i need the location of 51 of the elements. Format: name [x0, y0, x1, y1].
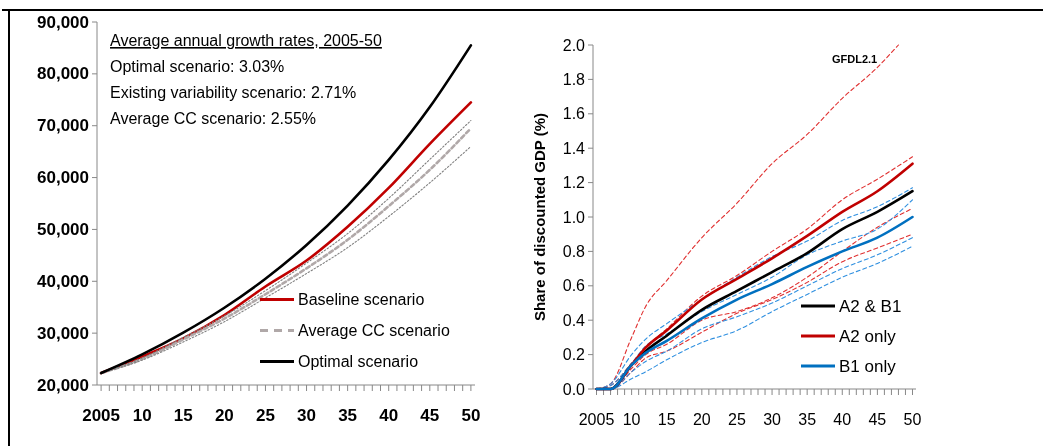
x-tick-label: 15 — [657, 411, 676, 428]
y-tick-label: 40,000 — [37, 271, 89, 291]
y-tick-label: 1.4 — [562, 139, 586, 157]
y-tick-label: 60,000 — [37, 168, 89, 188]
y-tick-label: 90,000 — [37, 12, 89, 32]
legend-label: Average CC scenario — [298, 322, 450, 339]
x-tick-label: 40 — [379, 406, 399, 425]
y-tick-label: 30,000 — [37, 323, 89, 343]
annotation: Optimal scenario: 3.03% — [110, 58, 285, 75]
y-tick-label: 1.2 — [562, 174, 586, 192]
annotation: Existing variability scenario: 2.71% — [110, 84, 357, 101]
legend-label: Baseline scenario — [298, 291, 425, 308]
x-tick-label: 40 — [833, 411, 852, 428]
y-tick-label: 20,000 — [37, 375, 89, 395]
y-tick-label: 2.0 — [562, 36, 586, 54]
x-tick-label: 30 — [297, 406, 316, 425]
y-tick-label: 0.2 — [562, 346, 586, 364]
x-tick-label: 10 — [132, 406, 152, 425]
y-tick-label: 0.4 — [562, 311, 586, 329]
y-axis-title: Share of discounted GDP (%) — [531, 112, 548, 322]
legend-label: B1 only — [839, 356, 897, 376]
y-tick-label: 0.0 — [562, 380, 586, 398]
y-tick-label: 1.0 — [562, 208, 586, 226]
legend-label: A2 & B1 — [839, 296, 902, 316]
x-tick-label: 35 — [338, 406, 358, 425]
x-tick-label: 25 — [256, 406, 275, 425]
x-tick-label: 20 — [692, 411, 711, 428]
y-tick-label: 0.6 — [562, 277, 586, 295]
legend-label: Optimal scenario — [298, 353, 419, 370]
x-tick-label: 20 — [214, 406, 234, 425]
y-tick-label: 50,000 — [37, 219, 89, 239]
x-tick-label: 35 — [798, 411, 817, 428]
x-tick-label: 45 — [868, 411, 887, 428]
annotation: Average CC scenario: 2.55% — [110, 110, 317, 127]
x-tick-label: 15 — [173, 406, 193, 425]
legend-label: A2 only — [839, 326, 897, 346]
y-tick-label: 0.8 — [562, 242, 586, 260]
annotation: Average annual growth rates, 2005-50 — [110, 32, 382, 49]
x-tick-label: 25 — [728, 411, 746, 428]
y-tick-label: 80,000 — [37, 64, 89, 84]
x-tick-label: 50 — [461, 406, 481, 425]
y-tick-label: 1.8 — [562, 70, 586, 88]
y-tick-label: 70,000 — [37, 116, 89, 136]
x-tick-label: 2005 — [82, 406, 121, 425]
x-tick-label: 50 — [903, 411, 922, 428]
x-tick-label: 10 — [622, 411, 641, 428]
annotation: GFDL2.1 — [832, 53, 878, 65]
x-tick-label: 45 — [420, 406, 440, 425]
x-tick-label: 30 — [763, 411, 782, 428]
x-tick-label: 2005 — [578, 411, 615, 428]
y-tick-label: 1.6 — [562, 105, 586, 123]
